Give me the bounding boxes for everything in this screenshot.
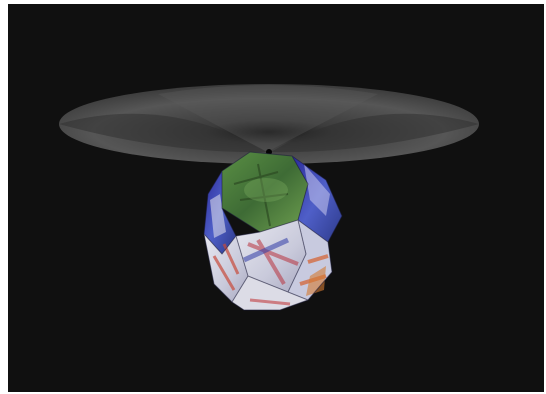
3d-viewport[interactable] [8,4,544,392]
scene-canvas [59,84,479,311]
disc-object [59,84,479,164]
dodecahedron-object [203,151,343,311]
